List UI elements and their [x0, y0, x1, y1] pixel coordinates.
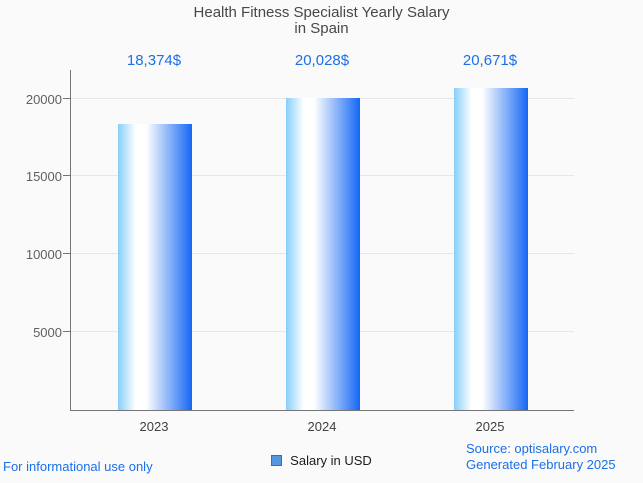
plot-area: [63, 70, 574, 411]
y-axis-tick: [63, 98, 70, 99]
generated-date: Generated February 2025: [466, 457, 616, 472]
disclaimer-text: For informational use only: [3, 459, 153, 474]
bar-value-label: 18,374$: [126, 52, 182, 69]
x-axis-label: 2023: [139, 419, 169, 434]
legend-swatch-icon: [271, 455, 283, 466]
chart-title-line2: in Spain: [294, 20, 349, 37]
y-axis-label: 15000: [25, 169, 62, 184]
bar-2025[interactable]: [454, 88, 528, 410]
y-axis-tick: [63, 253, 70, 254]
x-axis-label: 2025: [475, 419, 505, 434]
chart-title-line1: Health Fitness Specialist Yearly Salary: [193, 4, 450, 21]
x-axis-label: 2024: [307, 419, 337, 434]
bar-value-label: 20,671$: [462, 52, 518, 69]
source-link[interactable]: Source: optisalary.com: [466, 441, 598, 456]
y-axis-label: 20000: [25, 92, 62, 107]
y-axis-tick: [63, 175, 70, 176]
chart-title: Health Fitness Specialist Yearly Salary …: [0, 5, 643, 37]
y-axis-label: 5000: [33, 325, 62, 340]
bar-value-label: 20,028$: [294, 52, 350, 69]
y-axis-tick: [63, 331, 70, 332]
source-block: Source: optisalary.com Generated Februar…: [466, 441, 616, 473]
bar-2023[interactable]: [118, 124, 192, 410]
legend: Salary in USD: [0, 453, 643, 468]
legend-label: Salary in USD: [290, 453, 372, 468]
y-axis-label: 10000: [25, 247, 62, 262]
bar-2024[interactable]: [286, 98, 360, 410]
